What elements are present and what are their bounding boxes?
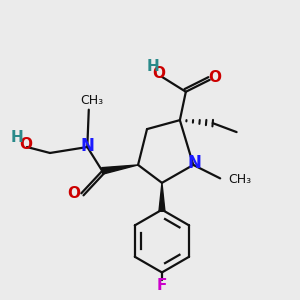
Polygon shape bbox=[159, 183, 165, 211]
Text: CH₃: CH₃ bbox=[80, 94, 103, 107]
Text: O: O bbox=[152, 66, 166, 81]
Text: O: O bbox=[68, 186, 80, 201]
Text: O: O bbox=[19, 136, 32, 152]
Text: O: O bbox=[208, 70, 222, 85]
Text: H: H bbox=[11, 130, 24, 145]
Text: H: H bbox=[147, 59, 159, 74]
Polygon shape bbox=[102, 165, 138, 174]
Text: F: F bbox=[157, 278, 167, 293]
Text: CH₃: CH₃ bbox=[229, 173, 252, 186]
Text: N: N bbox=[188, 154, 202, 172]
Text: N: N bbox=[80, 136, 94, 154]
